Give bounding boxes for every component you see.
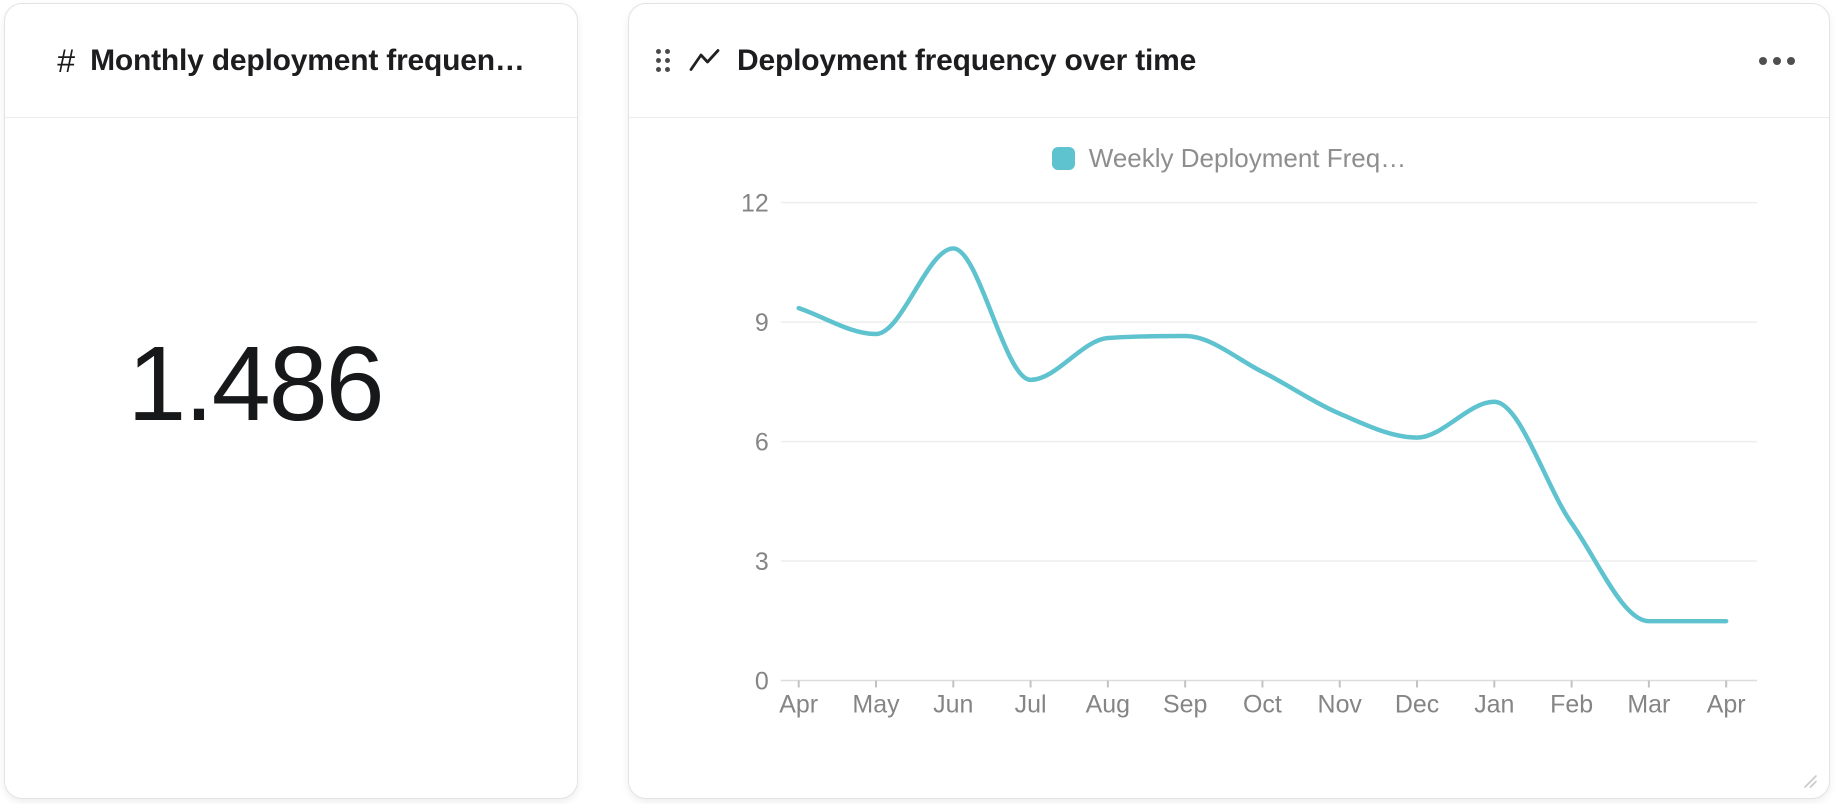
svg-text:Apr: Apr: [1707, 690, 1746, 718]
chart-widget-title: Deployment frequency over time: [737, 43, 1197, 77]
svg-text:Mar: Mar: [1627, 690, 1670, 718]
svg-text:Jul: Jul: [1015, 690, 1047, 718]
chart-widget-header: Deployment frequency over time: [629, 4, 1829, 118]
svg-text:Apr: Apr: [779, 690, 818, 718]
metric-widget-header: # Monthly deployment frequen…: [5, 4, 577, 118]
chart-widget[interactable]: Deployment frequency over time Weekly De…: [628, 3, 1830, 799]
chart-legend[interactable]: Weekly Deployment Freq…: [629, 143, 1829, 174]
svg-text:9: 9: [755, 309, 769, 337]
svg-text:0: 0: [755, 668, 769, 696]
svg-text:3: 3: [755, 548, 769, 576]
svg-text:6: 6: [755, 429, 769, 457]
metric-widget[interactable]: # Monthly deployment frequen… 1.486: [4, 3, 578, 799]
number-metric-icon: #: [57, 42, 76, 79]
svg-text:Jan: Jan: [1474, 690, 1514, 718]
metric-value: 1.486: [127, 325, 384, 443]
svg-text:Sep: Sep: [1163, 690, 1207, 718]
more-menu-button[interactable]: [1755, 51, 1799, 71]
svg-text:Dec: Dec: [1395, 690, 1439, 718]
svg-text:Aug: Aug: [1086, 690, 1130, 718]
svg-text:12: 12: [741, 190, 769, 218]
svg-text:Nov: Nov: [1318, 690, 1363, 718]
legend-swatch-icon: [1051, 147, 1075, 170]
chart-widget-body: Weekly Deployment Freq… 0 3 6 9 12 Apr May Jun J…: [629, 119, 1829, 798]
metric-widget-title: Monthly deployment frequen…: [90, 43, 525, 77]
metric-widget-body: 1.486: [5, 119, 577, 798]
svg-text:May: May: [852, 690, 900, 718]
drag-handle-icon[interactable]: [656, 49, 670, 72]
svg-text:Feb: Feb: [1550, 690, 1593, 718]
deployment-line-chart: 0 3 6 9 12 Apr May Jun Jul Aug Sep Oct Nov Dec Jan Feb M…: [741, 190, 1758, 718]
svg-text:Jun: Jun: [933, 690, 973, 718]
line-chart-icon: [689, 48, 720, 73]
svg-text:Oct: Oct: [1243, 690, 1282, 718]
resize-handle-icon[interactable]: [1801, 772, 1819, 790]
legend-label: Weekly Deployment Freq…: [1088, 143, 1407, 173]
